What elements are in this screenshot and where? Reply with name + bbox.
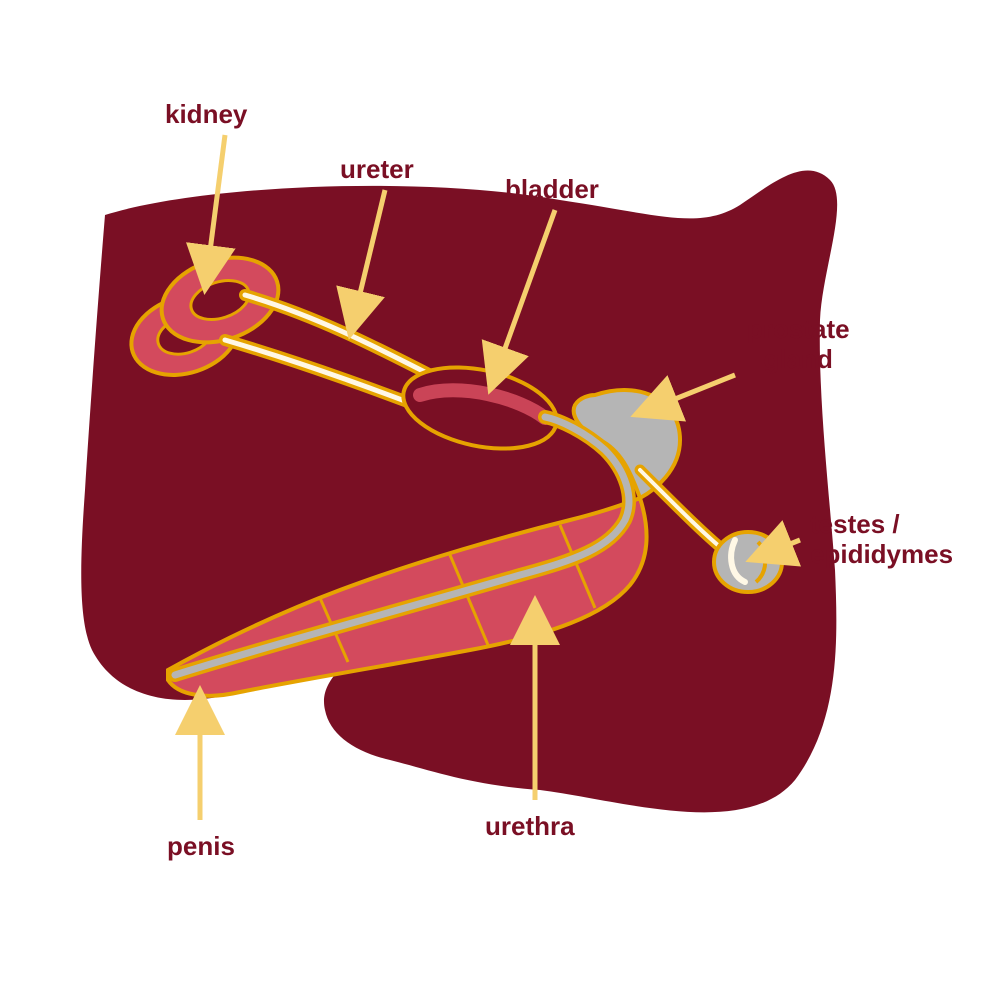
label-penis: penis — [167, 832, 235, 862]
anatomy-diagram — [0, 0, 1000, 1000]
label-testes: testes / epididymes — [810, 510, 953, 570]
label-kidney: kidney — [165, 100, 247, 130]
label-urethra: urethra — [485, 812, 575, 842]
label-bladder: bladder — [505, 175, 599, 205]
label-ureter: ureter — [340, 155, 414, 185]
testes — [714, 532, 782, 592]
label-prostate: prostate gland — [747, 315, 850, 375]
